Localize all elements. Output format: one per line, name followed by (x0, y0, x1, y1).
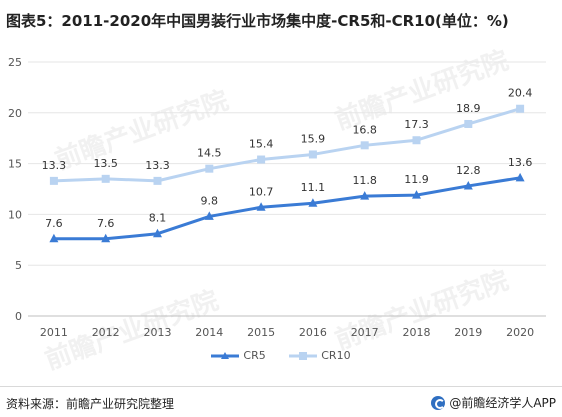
x-tick-label: 2011 (40, 326, 68, 339)
y-tick-label: 0 (15, 310, 22, 323)
chart-legend: CR5 CR10 (0, 349, 562, 365)
data-label-cr10: 13.3 (42, 159, 67, 172)
data-point-cr5 (204, 211, 214, 220)
legend-swatch-cr5 (211, 351, 240, 359)
legend-swatch-cr10 (289, 351, 318, 360)
data-point-cr5 (256, 202, 266, 211)
data-point-cr10 (412, 136, 421, 145)
x-tick-label: 2015 (247, 326, 275, 339)
data-point-cr5 (153, 228, 162, 238)
data-label-cr10: 17.3 (404, 118, 429, 131)
x-tick-label: 2016 (299, 326, 327, 339)
data-point-cr5 (515, 172, 525, 182)
y-tick-label: 10 (8, 208, 22, 221)
data-point-cr5 (360, 191, 370, 200)
data-label-cr10: 15.4 (249, 138, 274, 151)
x-tick-label: 2019 (454, 326, 482, 339)
data-point-cr5 (412, 190, 421, 199)
legend-label-cr10: CR10 (321, 349, 351, 362)
data-point-cr5 (308, 198, 318, 207)
source-note: 资料来源：前瞻产业研究院整理 (6, 397, 175, 411)
data-point-cr5 (463, 180, 473, 190)
data-label-cr5: 7.6 (97, 217, 115, 230)
x-tick-label: 2014 (195, 326, 223, 339)
data-label-cr5: 7.6 (45, 217, 63, 230)
y-tick-label: 20 (8, 107, 22, 120)
data-label-cr10: 13.3 (145, 159, 170, 172)
data-point-cr10 (205, 164, 214, 173)
data-label-cr10: 18.9 (456, 102, 481, 115)
x-tick-label: 2017 (351, 326, 379, 339)
legend-label-cr5: CR5 (243, 349, 266, 362)
y-tick-label: 25 (8, 56, 22, 69)
data-label-cr5: 10.7 (249, 185, 274, 198)
x-tick-label: 2020 (506, 326, 534, 339)
data-label-cr10: 16.8 (352, 123, 377, 136)
data-label-cr5: 11.9 (404, 173, 429, 186)
series-line-cr10 (53, 107, 521, 183)
data-label-cr10: 14.5 (197, 147, 222, 160)
data-point-cr10 (516, 104, 525, 113)
x-tick-label: 2012 (92, 326, 120, 339)
data-label-cr5: 8.1 (149, 212, 167, 225)
data-label-cr5: 9.8 (201, 194, 219, 207)
data-point-cr10 (101, 174, 110, 183)
brand-logo-icon (431, 395, 446, 410)
data-point-cr10 (49, 176, 58, 185)
data-label-cr10: 20.4 (508, 87, 533, 100)
brand-attribution: @前瞻经济学人APP (431, 394, 556, 411)
data-point-cr10 (360, 141, 369, 150)
data-point-cr5 (49, 233, 59, 243)
data-label-cr10: 13.5 (93, 157, 118, 170)
y-tick-label: 15 (8, 158, 22, 171)
legend-item-cr10: CR10 (289, 349, 351, 362)
data-label-cr5: 11.8 (352, 174, 377, 187)
series-line-cr5 (53, 176, 521, 241)
x-tick-label: 2018 (403, 326, 431, 339)
data-point-cr10 (308, 150, 317, 159)
data-point-cr5 (101, 233, 111, 243)
data-label-cr5: 11.1 (301, 181, 326, 194)
data-label-cr5: 12.8 (456, 164, 481, 177)
data-point-cr10 (257, 155, 266, 164)
x-tick-label: 2013 (144, 326, 172, 339)
line-chart: 0 5 10 15 20 25 2011 2012 2013 2014 2015 2016 2017 20… (8, 56, 546, 339)
footer: 资料来源：前瞻产业研究院整理 @前瞻经济学人APP (0, 386, 562, 417)
data-point-cr10 (153, 176, 162, 185)
y-tick-label: 5 (15, 259, 22, 272)
brand-label: @前瞻经济学人APP (449, 396, 556, 410)
data-point-cr10 (464, 119, 473, 128)
legend-item-cr5: CR5 (211, 349, 266, 362)
data-label-cr5: 13.6 (508, 156, 533, 169)
data-label-cr10: 15.9 (301, 132, 326, 145)
chart-title: 图表5：2011-2020年中国男装行业市场集中度-CR5和-CR10(单位：%… (6, 12, 509, 30)
